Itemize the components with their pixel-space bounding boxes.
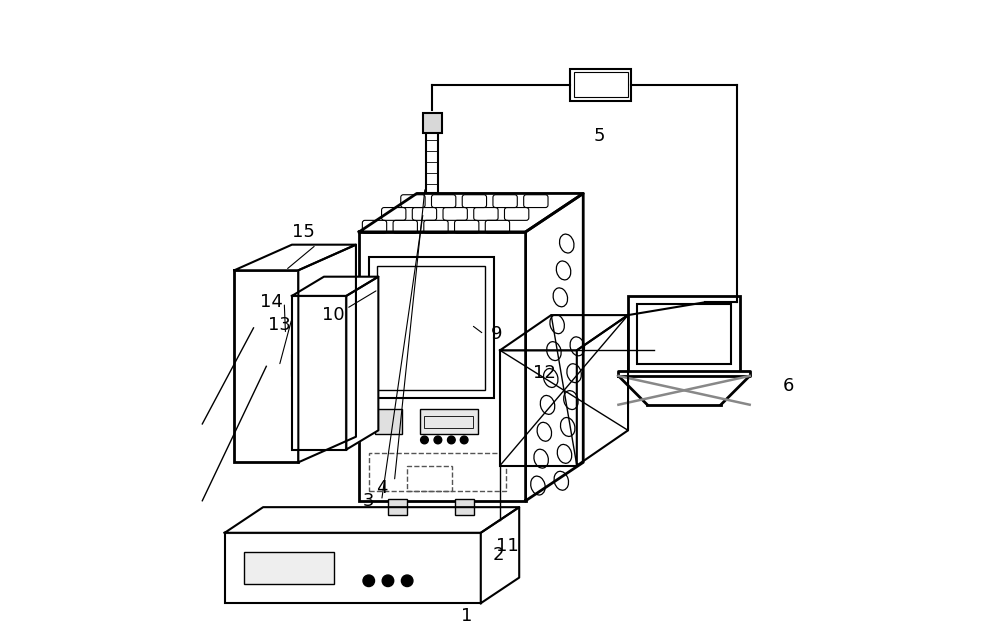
Text: 15: 15 bbox=[292, 223, 315, 241]
Circle shape bbox=[460, 436, 468, 444]
Bar bbox=[369, 257, 494, 398]
Bar bbox=[388, 500, 407, 516]
Bar bbox=[637, 304, 731, 365]
Polygon shape bbox=[225, 507, 519, 533]
Circle shape bbox=[382, 575, 394, 586]
Bar bbox=[359, 232, 526, 501]
Text: 2: 2 bbox=[493, 546, 504, 564]
Text: 14: 14 bbox=[260, 293, 283, 311]
Bar bbox=[420, 409, 478, 433]
Bar bbox=[426, 129, 438, 194]
Bar bbox=[244, 552, 334, 584]
Circle shape bbox=[401, 575, 413, 586]
Polygon shape bbox=[618, 372, 750, 376]
Text: 11: 11 bbox=[496, 536, 519, 554]
Text: 12: 12 bbox=[533, 364, 556, 382]
Circle shape bbox=[421, 436, 428, 444]
Text: 10: 10 bbox=[322, 306, 345, 324]
Circle shape bbox=[363, 575, 375, 586]
Bar bbox=[292, 296, 346, 449]
Bar bbox=[369, 453, 506, 491]
Bar bbox=[574, 72, 628, 98]
Polygon shape bbox=[298, 245, 356, 462]
Bar bbox=[375, 409, 402, 433]
Polygon shape bbox=[346, 276, 378, 449]
Bar bbox=[570, 69, 631, 100]
Polygon shape bbox=[481, 507, 519, 603]
Bar bbox=[407, 466, 452, 491]
Text: 6: 6 bbox=[782, 377, 794, 395]
Bar bbox=[291, 354, 296, 376]
Polygon shape bbox=[234, 245, 356, 270]
Text: 1: 1 bbox=[461, 607, 472, 625]
Bar bbox=[225, 533, 481, 603]
Bar bbox=[628, 296, 740, 373]
Bar bbox=[455, 500, 474, 516]
Bar bbox=[424, 415, 473, 428]
Text: 13: 13 bbox=[268, 316, 291, 334]
Bar bbox=[423, 113, 442, 132]
Polygon shape bbox=[359, 194, 583, 232]
Polygon shape bbox=[526, 194, 583, 501]
Bar bbox=[377, 266, 485, 390]
Text: 4: 4 bbox=[376, 479, 387, 497]
Text: 9: 9 bbox=[491, 325, 503, 343]
Text: 5: 5 bbox=[593, 127, 605, 145]
Circle shape bbox=[434, 436, 442, 444]
Bar bbox=[234, 270, 298, 462]
Polygon shape bbox=[500, 315, 628, 350]
Text: 3: 3 bbox=[363, 492, 375, 510]
Circle shape bbox=[448, 436, 455, 444]
Bar bbox=[500, 350, 577, 466]
Polygon shape bbox=[292, 276, 378, 296]
Polygon shape bbox=[577, 315, 628, 466]
